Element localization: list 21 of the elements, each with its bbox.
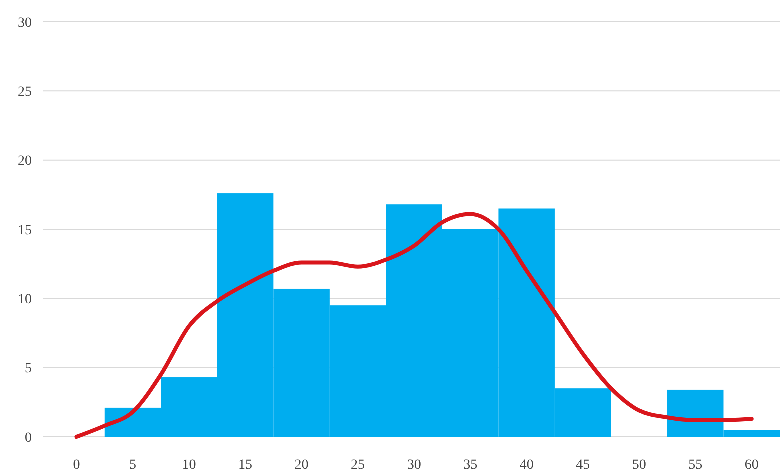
x-tick-label: 30 — [407, 458, 422, 473]
x-tick-label: 35 — [464, 458, 478, 473]
x-tick-label: 15 — [238, 458, 253, 473]
x-tick-label: 10 — [182, 458, 196, 473]
x-tick-label: 25 — [351, 458, 366, 473]
x-tick-label: 5 — [130, 458, 137, 473]
y-tick-label: 25 — [18, 85, 32, 100]
x-tick-label: 0 — [73, 458, 80, 473]
y-tick-label: 10 — [18, 292, 32, 308]
line-series — [74, 212, 754, 439]
x-tick-label: 45 — [576, 458, 590, 473]
x-tick-label: 20 — [294, 458, 309, 473]
x-tick-label: 60 — [744, 458, 759, 473]
x-tick-label: 55 — [688, 458, 703, 473]
x-tick-label: 40 — [520, 458, 534, 473]
x-tick-label: 50 — [632, 458, 646, 473]
y-tick-label: 30 — [18, 16, 32, 31]
y-tick-label: 20 — [18, 154, 32, 170]
y-tick-label: 15 — [18, 223, 32, 238]
y-tick-label: 0 — [25, 430, 32, 446]
y-tick-label: 5 — [25, 362, 32, 377]
